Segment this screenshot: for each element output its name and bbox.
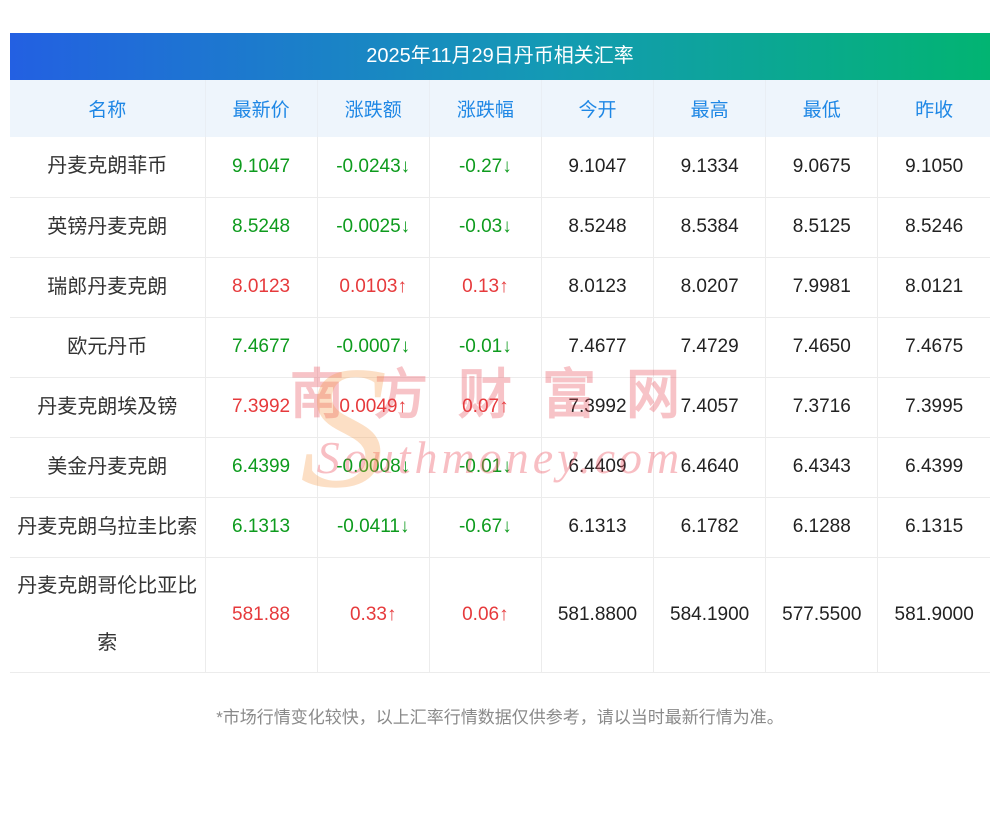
cell-change: -0.0008↓ bbox=[317, 437, 430, 498]
cell-change: 0.0049↑ bbox=[317, 377, 430, 438]
table-row: 美金丹麦克朗 6.4399 -0.0008↓ -0.01↓ 6.4409 6.4640 6.… bbox=[10, 437, 990, 498]
cell-high: 584.1900 bbox=[653, 557, 767, 673]
cell-open: 9.1047 bbox=[541, 137, 655, 198]
cell-name: 丹麦克朗哥伦比亚比索 bbox=[10, 557, 206, 673]
cell-pct: -0.01↓ bbox=[429, 317, 542, 378]
cell-low: 6.1288 bbox=[765, 497, 879, 558]
cell-pct: -0.03↓ bbox=[429, 197, 542, 258]
cell-low: 7.3716 bbox=[765, 377, 879, 438]
cell-high: 8.5384 bbox=[653, 197, 767, 258]
cell-last: 8.0123 bbox=[205, 257, 318, 318]
table-row: 丹麦克朗乌拉圭比索 6.1313 -0.0411↓ -0.67↓ 6.1313 6.178… bbox=[10, 497, 990, 558]
cell-pct: 0.13↑ bbox=[429, 257, 542, 318]
cell-pct: 0.06↑ bbox=[429, 557, 542, 673]
cell-last: 6.1313 bbox=[205, 497, 318, 558]
table-row: 丹麦克朗哥伦比亚比索 581.88 0.33↑ 0.06↑ 581.8800 584.19… bbox=[10, 557, 990, 673]
table-row: 丹麦克朗埃及镑 7.3992 0.0049↑ 0.07↑ 7.3992 7.4057 7.3… bbox=[10, 377, 990, 438]
cell-high: 6.1782 bbox=[653, 497, 767, 558]
cell-name: 英镑丹麦克朗 bbox=[10, 197, 206, 258]
cell-prev: 9.1050 bbox=[877, 137, 990, 198]
page-title: 2025年11月29日丹币相关汇率 bbox=[10, 33, 990, 80]
cell-change: -0.0025↓ bbox=[317, 197, 430, 258]
cell-last: 8.5248 bbox=[205, 197, 318, 258]
header-high: 最高 bbox=[653, 80, 767, 137]
cell-last: 7.4677 bbox=[205, 317, 318, 378]
header-pct: 涨跌幅 bbox=[429, 80, 542, 137]
cell-last: 7.3992 bbox=[205, 377, 318, 438]
cell-change: -0.0243↓ bbox=[317, 137, 430, 198]
cell-prev: 581.9000 bbox=[877, 557, 990, 673]
cell-name: 欧元丹币 bbox=[10, 317, 206, 378]
cell-open: 581.8800 bbox=[541, 557, 655, 673]
table-row: 瑞郎丹麦克朗 8.0123 0.0103↑ 0.13↑ 8.0123 8.0207 7.99… bbox=[10, 257, 990, 318]
cell-pct: -0.27↓ bbox=[429, 137, 542, 198]
cell-name: 丹麦克朗乌拉圭比索 bbox=[10, 497, 206, 558]
cell-change: 0.33↑ bbox=[317, 557, 430, 673]
cell-low: 6.4343 bbox=[765, 437, 879, 498]
cell-pct: 0.07↑ bbox=[429, 377, 542, 438]
header-low: 最低 bbox=[765, 80, 879, 137]
cell-open: 8.5248 bbox=[541, 197, 655, 258]
cell-prev: 7.3995 bbox=[877, 377, 990, 438]
disclaimer-note: *市场行情变化较快，以上汇率行情数据仅供参考，请以当时最新行情为准。 bbox=[216, 707, 784, 727]
table-body: 丹麦克朗菲币 9.1047 -0.0243↓ -0.27↓ 9.1047 9.1334 9.… bbox=[10, 137, 990, 673]
cell-open: 6.1313 bbox=[541, 497, 655, 558]
header-open: 今开 bbox=[541, 80, 655, 137]
cell-name: 丹麦克朗埃及镑 bbox=[10, 377, 206, 438]
cell-low: 8.5125 bbox=[765, 197, 879, 258]
cell-high: 7.4057 bbox=[653, 377, 767, 438]
cell-high: 7.4729 bbox=[653, 317, 767, 378]
cell-prev: 6.4399 bbox=[877, 437, 990, 498]
cell-pct: -0.67↓ bbox=[429, 497, 542, 558]
header-name: 名称 bbox=[10, 80, 206, 137]
table-row: 丹麦克朗菲币 9.1047 -0.0243↓ -0.27↓ 9.1047 9.1334 9.… bbox=[10, 137, 990, 198]
cell-prev: 8.0121 bbox=[877, 257, 990, 318]
cell-pct: -0.01↓ bbox=[429, 437, 542, 498]
cell-name: 美金丹麦克朗 bbox=[10, 437, 206, 498]
cell-open: 8.0123 bbox=[541, 257, 655, 318]
cell-high: 6.4640 bbox=[653, 437, 767, 498]
cell-open: 7.4677 bbox=[541, 317, 655, 378]
header-prev: 昨收 bbox=[877, 80, 990, 137]
cell-last: 581.88 bbox=[205, 557, 318, 673]
cell-prev: 7.4675 bbox=[877, 317, 990, 378]
cell-name: 瑞郎丹麦克朗 bbox=[10, 257, 206, 318]
table-row: 英镑丹麦克朗 8.5248 -0.0025↓ -0.03↓ 8.5248 8.5384 8.… bbox=[10, 197, 990, 258]
cell-change: 0.0103↑ bbox=[317, 257, 430, 318]
cell-prev: 8.5246 bbox=[877, 197, 990, 258]
rates-table: 名称 最新价 涨跌额 涨跌幅 今开 最高 最低 昨收 丹麦克朗菲币 9.1047-… bbox=[10, 80, 990, 673]
cell-high: 9.1334 bbox=[653, 137, 767, 198]
cell-change: -0.0007↓ bbox=[317, 317, 430, 378]
header-last: 最新价 bbox=[205, 80, 318, 137]
cell-last: 9.1047 bbox=[205, 137, 318, 198]
cell-low: 9.0675 bbox=[765, 137, 879, 198]
cell-open: 7.3992 bbox=[541, 377, 655, 438]
cell-low: 7.4650 bbox=[765, 317, 879, 378]
cell-high: 8.0207 bbox=[653, 257, 767, 318]
cell-name: 丹麦克朗菲币 bbox=[10, 137, 206, 198]
cell-low: 7.9981 bbox=[765, 257, 879, 318]
table-row: 欧元丹币 7.4677 -0.0007↓ -0.01↓ 7.4677 7.4729 7.46… bbox=[10, 317, 990, 378]
table-header-row: 名称 最新价 涨跌额 涨跌幅 今开 最高 最低 昨收 bbox=[10, 80, 990, 137]
cell-change: -0.0411↓ bbox=[317, 497, 430, 558]
header-change: 涨跌额 bbox=[317, 80, 430, 137]
cell-last: 6.4399 bbox=[205, 437, 318, 498]
cell-prev: 6.1315 bbox=[877, 497, 990, 558]
cell-low: 577.5500 bbox=[765, 557, 879, 673]
rates-page: 2025年11月29日丹币相关汇率 名称 最新价 涨跌额 涨跌幅 今开 最高 最… bbox=[10, 33, 990, 728]
cell-open: 6.4409 bbox=[541, 437, 655, 498]
